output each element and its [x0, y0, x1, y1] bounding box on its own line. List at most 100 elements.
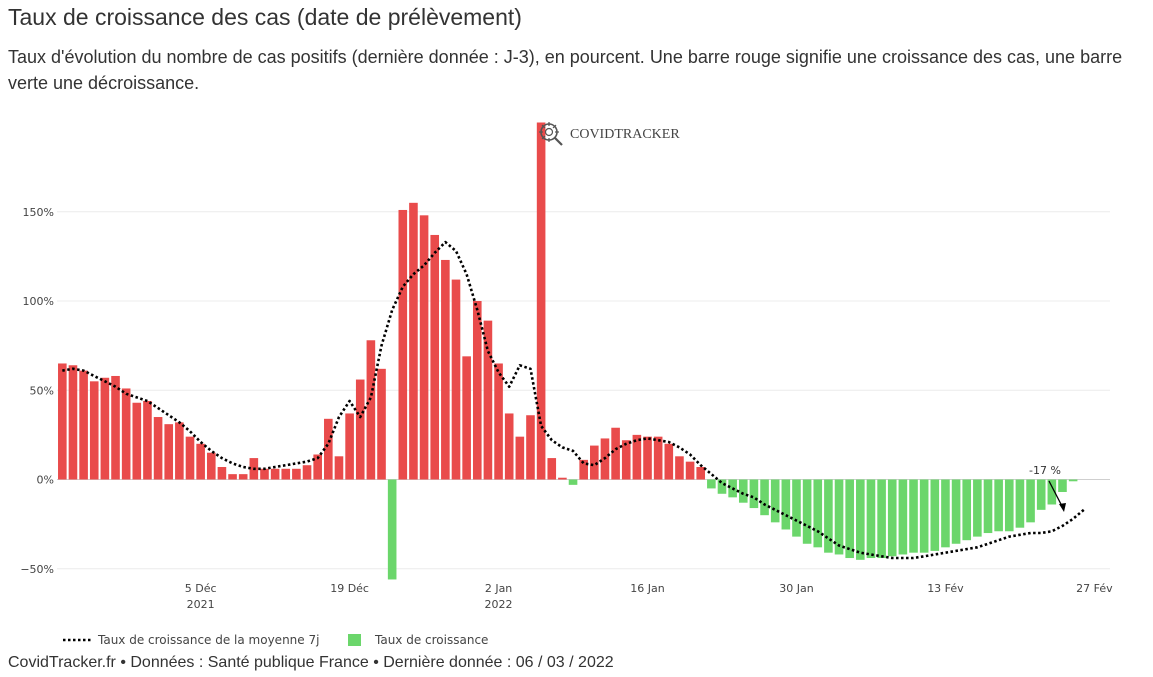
x-tick-label: 13 Fév — [927, 582, 964, 595]
bar — [377, 368, 386, 480]
x-tick-label: 19 Déc — [330, 582, 369, 595]
bar — [994, 479, 1003, 532]
bar — [898, 479, 908, 555]
y-tick-label: 150% — [23, 206, 54, 219]
y-tick-label: 50% — [30, 384, 54, 397]
annotation-label: -17 % — [1029, 464, 1061, 477]
bar — [983, 479, 993, 534]
y-tick-label: −50% — [20, 563, 54, 576]
axes: 150% 100% 50% 0% −50% 5 Déc 2021 19 Déc 2 Jan 202… — [20, 206, 1113, 611]
bar — [143, 400, 152, 480]
bar — [1047, 479, 1057, 505]
bar — [738, 479, 748, 503]
bar — [558, 477, 567, 480]
legend: Taux de croissance de la moyenne 7j Taux… — [63, 633, 488, 647]
bar — [909, 479, 918, 553]
bar — [419, 215, 429, 480]
bar — [483, 320, 493, 480]
last-value-annotation: -17 % — [1029, 464, 1066, 512]
legend-bar-swatch — [348, 634, 361, 646]
bar — [866, 479, 876, 559]
legend-label-moving-average: Taux de croissance de la moyenne 7j — [97, 633, 319, 647]
y-tick-label: 100% — [23, 295, 54, 308]
bar — [707, 479, 716, 489]
bar — [58, 363, 67, 480]
bar — [185, 436, 195, 480]
bar — [324, 418, 333, 480]
bar — [536, 122, 546, 480]
bar — [781, 479, 791, 530]
bar — [1058, 479, 1067, 492]
bar — [941, 479, 950, 548]
bar — [930, 479, 940, 551]
bar — [409, 202, 418, 480]
bar — [1068, 479, 1078, 482]
x-tick-label: 27 Fév — [1076, 582, 1113, 595]
chart-subtitle: Taux d'évolution du nombre de cas positi… — [8, 47, 1123, 93]
bar — [675, 456, 684, 480]
bar — [568, 479, 578, 485]
bar — [526, 415, 535, 480]
bar — [653, 436, 663, 480]
arrow-head — [1059, 503, 1066, 512]
x-tick-year-label: 2021 — [187, 598, 215, 611]
bar — [579, 459, 588, 480]
bar — [973, 479, 982, 537]
bar — [643, 436, 652, 480]
bar — [68, 365, 78, 480]
bar — [313, 454, 322, 480]
bar — [1036, 479, 1046, 510]
bar — [462, 356, 471, 480]
bar — [813, 479, 823, 548]
bar — [824, 479, 833, 553]
legend-label-growth-rate: Taux de croissance — [374, 633, 488, 647]
footer-source: CovidTracker.fr • Données : Santé publiq… — [8, 654, 614, 671]
moving-average-polyline — [62, 240, 1085, 560]
bar — [504, 413, 514, 480]
bar — [334, 456, 344, 480]
x-tick-label: 16 Jan — [630, 582, 664, 595]
bar — [281, 468, 291, 480]
bar — [632, 434, 642, 480]
bar — [366, 340, 376, 480]
bar — [292, 468, 301, 480]
bar — [845, 479, 854, 559]
bar — [217, 467, 227, 480]
bar — [717, 479, 727, 494]
bar — [121, 388, 131, 480]
watermark: COVIDTRACKER — [539, 122, 680, 146]
bar — [175, 422, 184, 480]
y-tick-label: 0% — [37, 474, 54, 487]
bar — [919, 479, 929, 553]
bar — [877, 479, 886, 559]
bar — [153, 417, 163, 480]
bar — [547, 458, 557, 480]
bar — [430, 234, 440, 480]
bar — [770, 479, 780, 523]
bar — [792, 479, 801, 537]
bar — [302, 465, 312, 480]
bar — [696, 467, 706, 480]
bar — [270, 468, 280, 480]
bar — [89, 381, 99, 480]
bar — [228, 474, 237, 480]
bar — [856, 479, 865, 560]
bar — [685, 461, 695, 480]
bar — [802, 479, 812, 544]
bar — [1015, 479, 1025, 528]
bar — [472, 301, 482, 480]
bars — [58, 122, 1078, 580]
bar — [79, 370, 88, 480]
bar — [100, 377, 110, 480]
bar — [132, 402, 142, 480]
chart-title: Taux de croissance des cas (date de prél… — [8, 4, 522, 30]
bar — [355, 379, 365, 480]
bar — [962, 479, 972, 541]
bar — [494, 363, 503, 480]
bar — [164, 424, 174, 480]
bar — [398, 209, 408, 480]
bar — [887, 479, 897, 557]
bar — [515, 436, 525, 480]
bar — [664, 443, 674, 480]
bar — [451, 279, 461, 480]
